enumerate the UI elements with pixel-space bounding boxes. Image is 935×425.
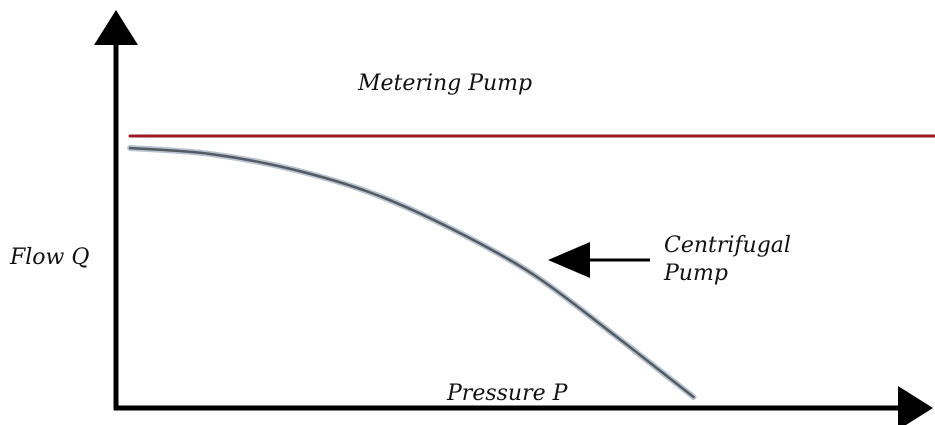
series-label-centrifugal-line2: Pump <box>663 261 728 286</box>
series-label-metering-pump: Metering Pump <box>357 71 532 96</box>
series-layer <box>127 134 935 400</box>
y-axis-arrow <box>94 10 138 45</box>
series-label-centrifugal-line1: Centrifugal <box>664 233 791 258</box>
y-axis-label: Flow Q <box>9 245 89 270</box>
series-line-centrifugal-pump-shadow <box>127 145 697 400</box>
series-line-centrifugal-pump <box>128 146 695 399</box>
x-axis-arrow <box>898 386 933 425</box>
centrifugal-pointer-arrow-head <box>548 242 590 278</box>
x-axis-label: Pressure P <box>446 381 569 406</box>
